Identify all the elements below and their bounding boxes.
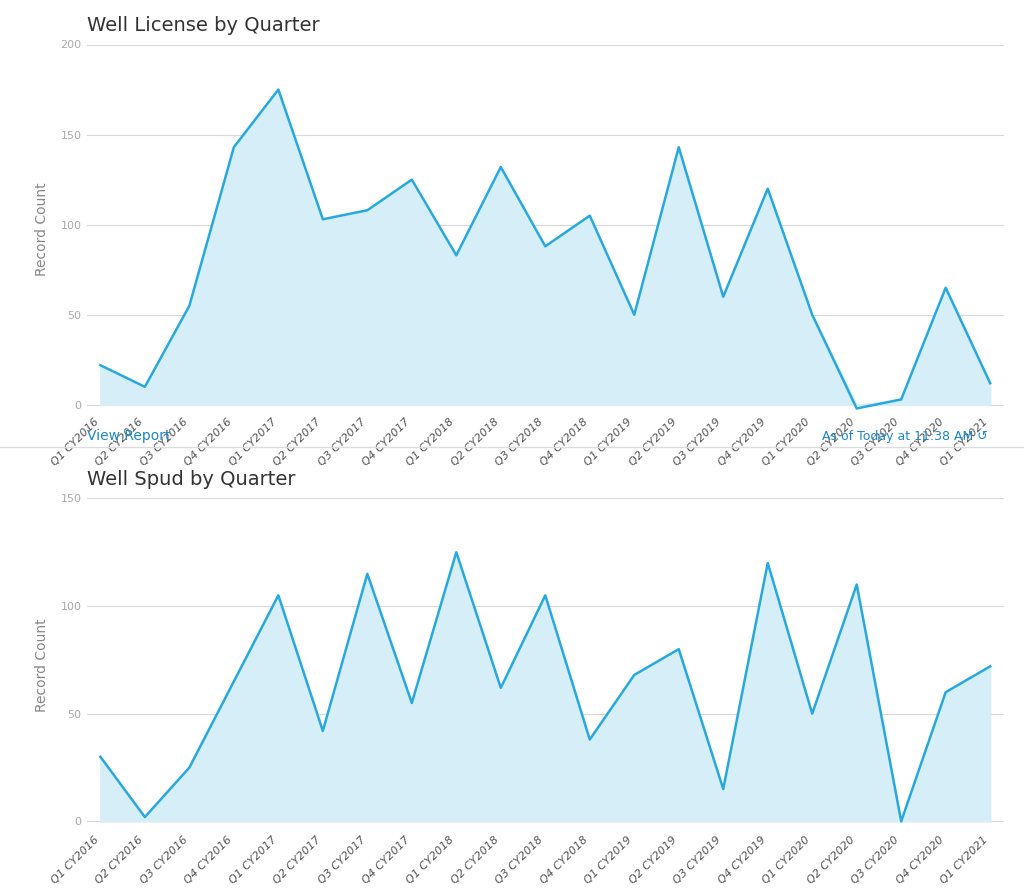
Text: View Report: View Report [87,429,171,443]
Y-axis label: Record Count: Record Count [35,182,49,276]
Text: As of Today at 11:38 AM ↺: As of Today at 11:38 AM ↺ [822,430,988,442]
Y-axis label: Record Count: Record Count [36,619,49,712]
X-axis label: Licence Date: Licence Date [500,509,591,523]
Text: Well Spud by Quarter: Well Spud by Quarter [87,470,296,489]
Text: Well License by Quarter: Well License by Quarter [87,16,319,35]
